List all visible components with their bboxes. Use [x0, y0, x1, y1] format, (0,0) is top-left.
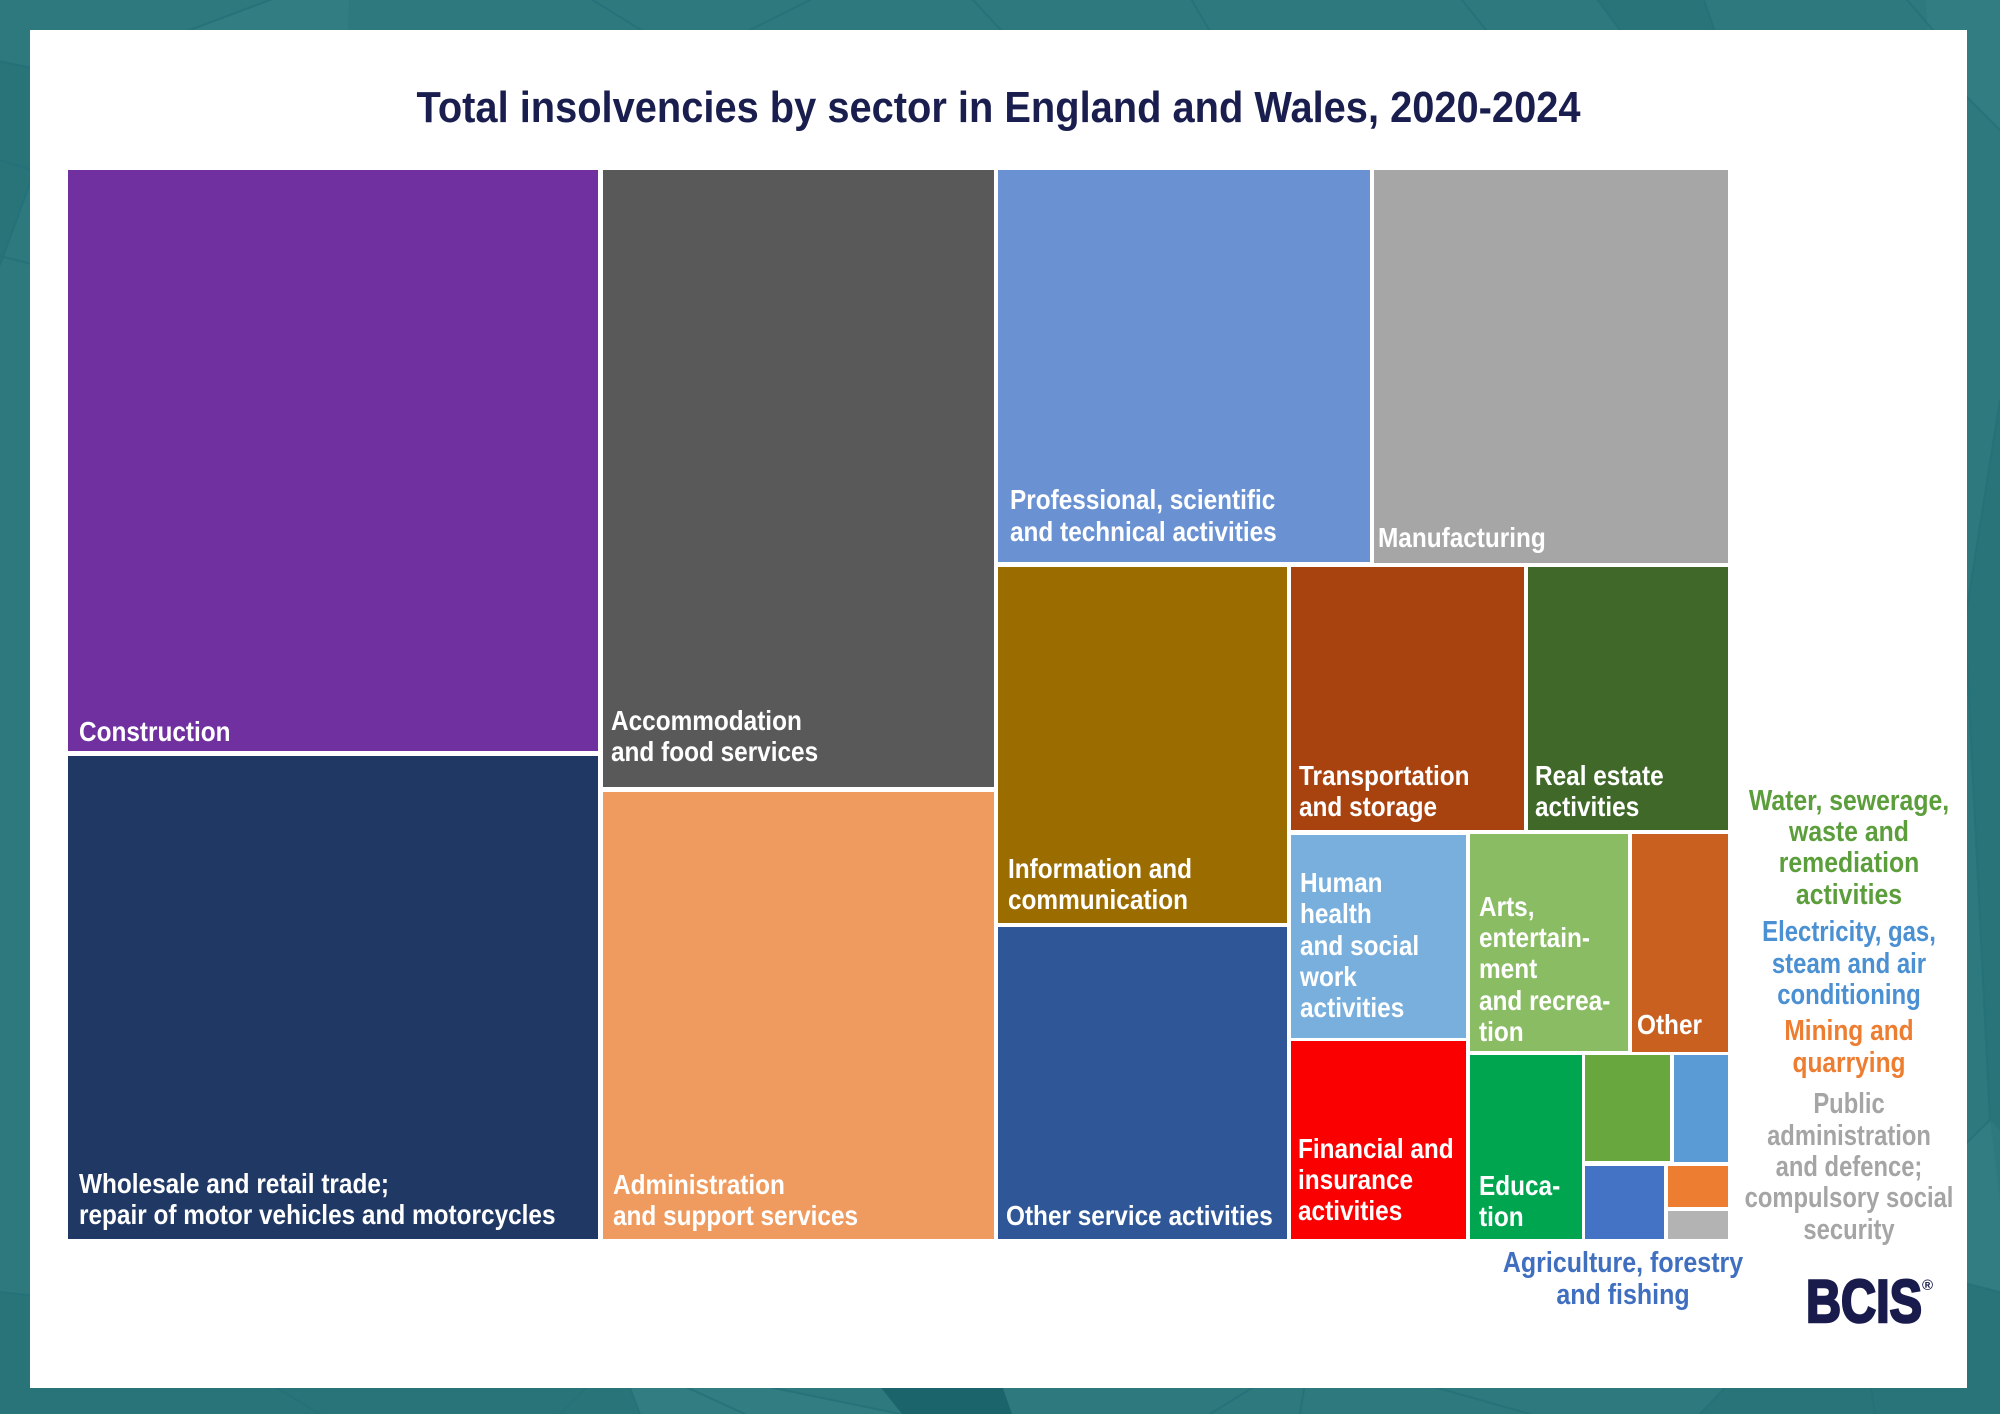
svg-text:®: ® [1922, 1277, 1933, 1294]
svg-text:BCIS: BCIS [1806, 1268, 1922, 1335]
